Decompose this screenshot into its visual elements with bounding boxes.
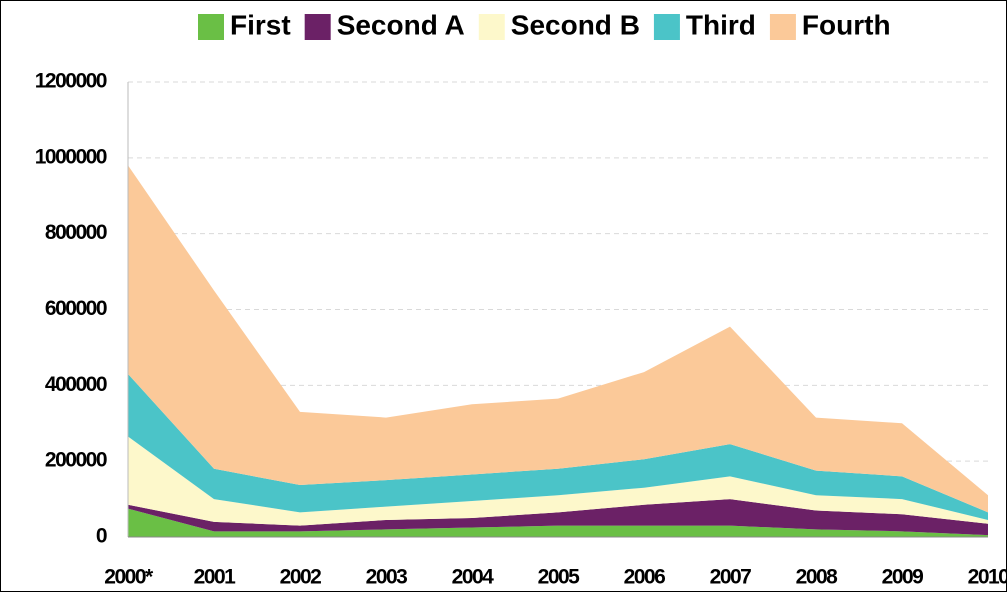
x-tick-label: 2005 [538, 566, 581, 589]
x-tick-label: 2009 [882, 566, 924, 589]
x-tick-label: 2000* [104, 566, 154, 589]
x-tick-label: 2007 [710, 566, 752, 589]
y-tick-label: 200000 [45, 449, 107, 472]
x-tick-label: 2010 [968, 566, 1007, 589]
x-tick-label: 2001 [194, 566, 237, 589]
y-tick-label: 800000 [45, 221, 107, 244]
legend-label: Third [686, 9, 756, 40]
legend-swatch [198, 14, 224, 40]
y-tick-label: 1200000 [35, 70, 107, 93]
area [128, 373, 988, 520]
legend-label: First [230, 9, 291, 40]
y-tick-label: 1000000 [35, 145, 107, 168]
legend-label: Fourth [802, 9, 891, 40]
area [128, 508, 988, 537]
legend-swatch [478, 14, 505, 40]
legend-swatch [769, 14, 796, 40]
legend-swatch [653, 14, 680, 40]
area [128, 499, 988, 536]
area [128, 436, 988, 526]
x-tick-label: 2008 [796, 566, 839, 589]
x-tick-label: 2003 [366, 566, 408, 589]
y-tick-label: 0 [96, 525, 107, 548]
y-tick-label: 600000 [45, 297, 107, 320]
legend-swatch [304, 14, 331, 40]
legend-label: Second B [511, 9, 640, 40]
x-tick-label: 2002 [280, 566, 322, 589]
x-tick-label: 2006 [624, 566, 666, 589]
x-tick-label: 2004 [452, 566, 495, 589]
y-tick-label: 400000 [45, 373, 107, 396]
legend-label: Second A [337, 9, 465, 40]
area [128, 165, 988, 513]
